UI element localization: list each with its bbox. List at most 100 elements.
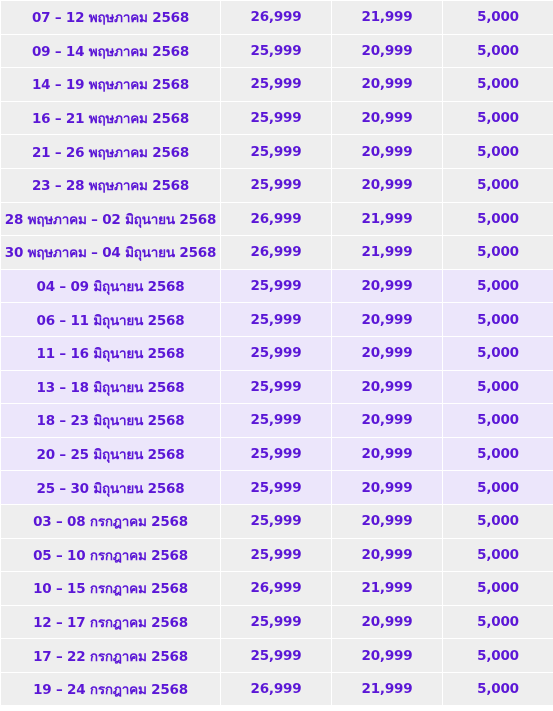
table-row: 16 – 21 พฤษภาคม 2568 25,999 20,999 5,000 — [0, 100, 553, 136]
departure-date-cell: 19 – 24 กรกฎาคม 2568 — [0, 671, 221, 707]
price-cell-1: 25,999 — [220, 638, 332, 673]
price-cell-3: 5,000 — [442, 470, 553, 505]
table-row: 30 พฤษภาคม – 04 มิถุนายน 2568 26,999 21,99… — [0, 235, 553, 270]
price-cell-3: 5,000 — [442, 403, 553, 438]
price-cell-2: 20,999 — [331, 604, 443, 640]
price-cell-1: 26,999 — [220, 571, 332, 606]
departure-date-cell: 07 – 12 พฤษภาคม 2568 — [0, 0, 221, 35]
price-cell-1: 25,999 — [220, 167, 332, 203]
table-row: 06 – 11 มิถุนายน 2568 25,999 20,999 5,000 — [0, 302, 553, 337]
price-cell-2: 20,999 — [331, 369, 443, 405]
departure-date-cell: 14 – 19 พฤษภาคม 2568 — [0, 67, 221, 102]
price-cell-2: 20,999 — [331, 436, 443, 472]
price-cell-2: 21,999 — [331, 671, 443, 707]
table-row: 17 – 22 กรกฎาคม 2568 25,999 20,999 5,000 — [0, 638, 553, 673]
price-cell-1: 25,999 — [220, 604, 332, 640]
price-cell-1: 25,999 — [220, 302, 332, 337]
table-row: 23 – 28 พฤษภาคม 2568 25,999 20,999 5,000 — [0, 167, 553, 203]
price-cell-3: 5,000 — [442, 604, 553, 640]
price-cell-3: 5,000 — [442, 638, 553, 673]
table-row: 28 พฤษภาคม – 02 มิถุนายน 2568 26,999 21,99… — [0, 201, 553, 237]
departure-date-cell: 30 พฤษภาคม – 04 มิถุนายน 2568 — [0, 235, 221, 270]
price-cell-2: 21,999 — [331, 235, 443, 270]
table-row: 07 – 12 พฤษภาคม 2568 26,999 21,999 5,000 — [0, 0, 553, 35]
price-cell-2: 20,999 — [331, 167, 443, 203]
departure-date-cell: 05 – 10 กรกฎาคม 2568 — [0, 537, 221, 573]
table-row: 13 – 18 มิถุนายน 2568 25,999 20,999 5,000 — [0, 369, 553, 405]
price-cell-2: 20,999 — [331, 268, 443, 304]
table-row: 14 – 19 พฤษภาคม 2568 25,999 20,999 5,000 — [0, 67, 553, 102]
table-row: 21 – 26 พฤษภาคม 2568 25,999 20,999 5,000 — [0, 134, 553, 169]
price-cell-3: 5,000 — [442, 268, 553, 304]
departure-date-cell: 16 – 21 พฤษภาคม 2568 — [0, 100, 221, 136]
price-cell-1: 25,999 — [220, 403, 332, 438]
table-row: 03 – 08 กรกฎาคม 2568 25,999 20,999 5,000 — [0, 503, 553, 539]
price-cell-2: 20,999 — [331, 537, 443, 573]
price-cell-1: 25,999 — [220, 134, 332, 169]
price-cell-3: 5,000 — [442, 0, 553, 35]
table-row: 10 – 15 กรกฎาคม 2568 26,999 21,999 5,000 — [0, 571, 553, 606]
price-cell-2: 21,999 — [331, 201, 443, 237]
price-cell-3: 5,000 — [442, 671, 553, 707]
price-cell-2: 20,999 — [331, 470, 443, 505]
price-cell-2: 21,999 — [331, 571, 443, 606]
departure-date-cell: 18 – 23 มิถุนายน 2568 — [0, 403, 221, 438]
price-cell-2: 20,999 — [331, 403, 443, 438]
price-cell-2: 20,999 — [331, 33, 443, 69]
price-cell-2: 20,999 — [331, 134, 443, 169]
departure-date-cell: 04 – 09 มิถุนายน 2568 — [0, 268, 221, 304]
departure-date-cell: 06 – 11 มิถุนายน 2568 — [0, 302, 221, 337]
price-cell-3: 5,000 — [442, 503, 553, 539]
table-row: 20 – 25 มิถุนายน 2568 25,999 20,999 5,000 — [0, 436, 553, 472]
price-cell-1: 26,999 — [220, 201, 332, 237]
departure-date-cell: 10 – 15 กรกฎาคม 2568 — [0, 571, 221, 606]
departure-date-cell: 17 – 22 กรกฎาคม 2568 — [0, 638, 221, 673]
departure-date-cell: 25 – 30 มิถุนายน 2568 — [0, 470, 221, 505]
table-row: 11 – 16 มิถุนายน 2568 25,999 20,999 5,000 — [0, 335, 553, 371]
departure-date-cell: 03 – 08 กรกฎาคม 2568 — [0, 503, 221, 539]
price-cell-1: 25,999 — [220, 436, 332, 472]
table-row: 25 – 30 มิถุนายน 2568 25,999 20,999 5,000 — [0, 470, 553, 505]
table-row: 04 – 09 มิถุนายน 2568 25,999 20,999 5,000 — [0, 268, 553, 304]
price-cell-3: 5,000 — [442, 167, 553, 203]
table-row: 18 – 23 มิถุนายน 2568 25,999 20,999 5,000 — [0, 403, 553, 438]
price-cell-2: 20,999 — [331, 67, 443, 102]
price-cell-1: 25,999 — [220, 335, 332, 371]
price-cell-1: 25,999 — [220, 369, 332, 405]
price-cell-1: 26,999 — [220, 235, 332, 270]
departure-date-cell: 21 – 26 พฤษภาคม 2568 — [0, 134, 221, 169]
price-cell-2: 20,999 — [331, 335, 443, 371]
price-cell-1: 25,999 — [220, 67, 332, 102]
departure-date-cell: 20 – 25 มิถุนายน 2568 — [0, 436, 221, 472]
price-cell-3: 5,000 — [442, 33, 553, 69]
price-cell-3: 5,000 — [442, 537, 553, 573]
price-cell-3: 5,000 — [442, 436, 553, 472]
price-cell-2: 20,999 — [331, 638, 443, 673]
price-cell-3: 5,000 — [442, 302, 553, 337]
departure-date-cell: 11 – 16 มิถุนายน 2568 — [0, 335, 221, 371]
table-row: 19 – 24 กรกฎาคม 2568 26,999 21,999 5,000 — [0, 671, 553, 707]
departure-date-cell: 12 – 17 กรกฎาคม 2568 — [0, 604, 221, 640]
price-cell-2: 21,999 — [331, 0, 443, 35]
price-cell-1: 26,999 — [220, 0, 332, 35]
price-cell-2: 20,999 — [331, 100, 443, 136]
price-cell-3: 5,000 — [442, 571, 553, 606]
departure-date-cell: 28 พฤษภาคม – 02 มิถุนายน 2568 — [0, 201, 221, 237]
price-cell-3: 5,000 — [442, 235, 553, 270]
price-cell-1: 25,999 — [220, 268, 332, 304]
price-cell-1: 25,999 — [220, 100, 332, 136]
price-cell-1: 25,999 — [220, 503, 332, 539]
table-row: 09 – 14 พฤษภาคม 2568 25,999 20,999 5,000 — [0, 33, 553, 69]
price-cell-2: 20,999 — [331, 503, 443, 539]
price-cell-3: 5,000 — [442, 67, 553, 102]
table-row: 12 – 17 กรกฎาคม 2568 25,999 20,999 5,000 — [0, 604, 553, 640]
price-cell-2: 20,999 — [331, 302, 443, 337]
price-cell-3: 5,000 — [442, 201, 553, 237]
price-cell-1: 26,999 — [220, 671, 332, 707]
price-cell-1: 25,999 — [220, 470, 332, 505]
departure-date-cell: 23 – 28 พฤษภาคม 2568 — [0, 167, 221, 203]
departure-date-cell: 13 – 18 มิถุนายน 2568 — [0, 369, 221, 405]
departure-date-cell: 09 – 14 พฤษภาคม 2568 — [0, 33, 221, 69]
